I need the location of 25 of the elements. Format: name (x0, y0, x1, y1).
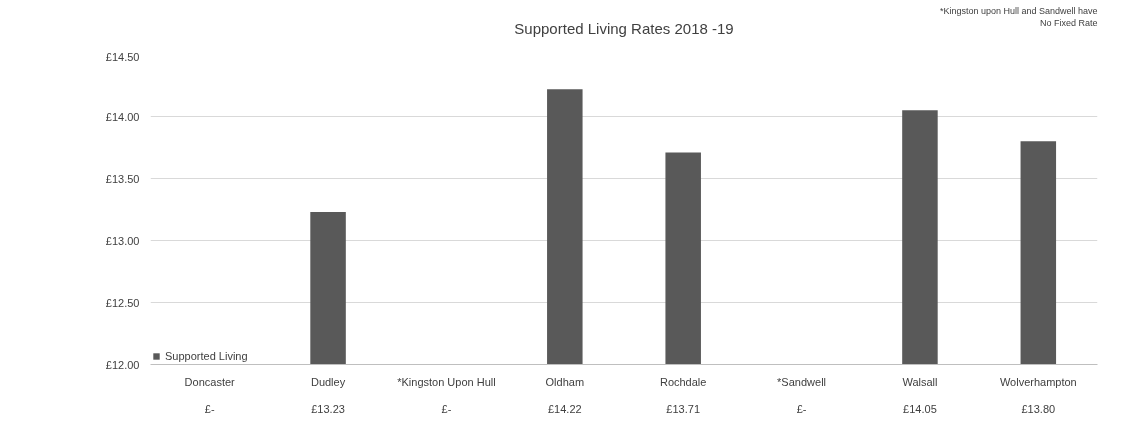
data-label: £14.22 (547, 402, 582, 415)
y-tick-label: £13.50 (105, 172, 140, 185)
y-tick-label: £12.00 (105, 358, 140, 371)
text: *Kingston upon Hull and Sandwell have No Fixed Rate (939, 5, 1098, 28)
x-tick-label: *Sandwell (777, 375, 827, 388)
x-tick-label: Walsall (902, 375, 938, 388)
y-tick-label: £14.00 (105, 110, 140, 123)
data-label: £13.23 (311, 402, 345, 415)
y-tick-label: £14.50 (105, 50, 140, 63)
text: £- (796, 402, 807, 415)
y-tick-label: £12.50 (105, 296, 140, 309)
text: £- (441, 402, 452, 415)
text: £- (204, 402, 215, 415)
x-tick-label: *Kingston Upon Hull (397, 375, 496, 388)
data-label: £13.80 (1021, 402, 1056, 415)
x-tick-label: Doncaster (184, 375, 236, 388)
x-tick-label: Oldham (545, 375, 585, 388)
y-tick-label: £13.00 (105, 234, 140, 247)
legend-label: Supported Living (165, 350, 248, 362)
chart-title: Supported Living Rates 2018 -19 (514, 19, 734, 37)
x-tick-label: Wolverhampton (999, 375, 1077, 388)
data-label: £14.05 (903, 402, 937, 415)
data-label: £13.71 (666, 402, 701, 415)
x-tick-label: Dudley (310, 375, 346, 388)
x-tick-label: Rochdale (659, 375, 707, 388)
